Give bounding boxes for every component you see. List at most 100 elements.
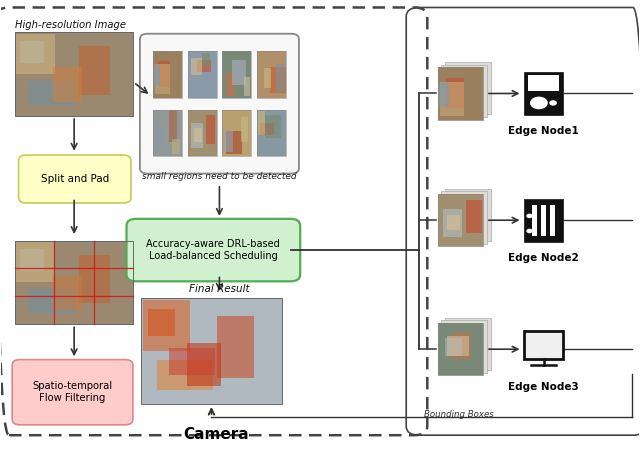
Text: High-resolution Image: High-resolution Image [15,20,125,30]
Text: Spatio-temporal
Flow Filtering: Spatio-temporal Flow Filtering [33,381,113,403]
Bar [257,110,285,156]
Bar [154,65,160,86]
Bar [15,241,133,324]
Bar [438,323,483,375]
Bar [260,123,274,135]
Bar [20,249,44,271]
FancyBboxPatch shape [19,155,131,203]
Text: Accuracy-aware DRL-based
Load-balanced Scheduling: Accuracy-aware DRL-based Load-balanced S… [147,239,280,261]
Bar [217,316,254,378]
Bar [222,51,251,98]
Bar [223,131,234,152]
Text: small regions need to be detected: small regions need to be detected [142,172,297,181]
Bar [440,82,464,116]
Bar [202,53,210,66]
Bar [17,34,56,74]
Bar [79,46,109,95]
Bar [257,51,285,98]
Bar [451,334,470,359]
Bar [222,51,251,98]
Bar [191,59,202,75]
Text: Bounding Boxes: Bounding Boxes [424,410,494,419]
Circle shape [549,100,557,106]
Bar [169,110,177,142]
Bar [447,215,460,230]
Bar [15,32,133,116]
Circle shape [526,214,532,218]
Circle shape [526,229,532,233]
Bar [442,321,487,373]
Bar [438,323,483,375]
Bar [276,64,285,92]
Bar [143,300,189,351]
Bar [244,77,250,96]
Bar [524,72,563,115]
Bar [232,60,246,85]
Bar [265,115,281,138]
Bar [438,83,449,106]
Bar [257,51,285,98]
Bar [438,323,483,375]
Bar [168,348,216,375]
FancyBboxPatch shape [127,219,300,281]
Bar [188,110,216,156]
Text: Split and Pad: Split and Pad [41,174,109,184]
Bar [157,360,212,390]
Bar [550,205,555,236]
Bar [438,194,483,246]
Bar [54,67,82,102]
Bar [15,32,133,116]
Bar [17,242,56,282]
Bar [524,199,563,242]
Bar [188,343,221,386]
Bar [20,41,44,63]
Bar [79,255,109,303]
Text: Edge Node2: Edge Node2 [508,253,579,263]
Bar [467,200,482,233]
Bar [206,115,216,144]
Bar [445,62,491,114]
Bar [188,110,216,156]
Text: Final Result: Final Result [189,284,250,294]
Bar [198,60,211,72]
Circle shape [530,97,548,109]
Bar [28,81,75,105]
Bar [438,68,483,119]
Bar [226,131,242,154]
Bar [445,79,464,108]
Bar [156,124,162,147]
Bar [193,128,202,142]
Bar [28,290,75,313]
Text: Camera: Camera [183,427,249,442]
Bar [438,68,483,119]
Bar [241,117,248,142]
Text: Edge Node1: Edge Node1 [508,126,579,136]
Bar [445,338,461,356]
Bar [154,110,182,156]
Bar [148,309,175,336]
Bar [191,123,204,148]
Bar [447,336,469,356]
Bar [438,68,483,119]
Bar [222,110,251,156]
Bar [226,74,235,96]
Bar [154,110,182,156]
Bar [257,110,285,156]
Bar [445,189,491,241]
Bar [188,51,216,98]
Bar [141,298,282,405]
Text: Edge Node3: Edge Node3 [508,382,579,392]
Bar [155,64,170,94]
Bar [442,65,487,117]
Bar [532,205,538,236]
Bar [438,194,483,246]
Bar [443,209,462,237]
Bar [438,194,483,246]
FancyBboxPatch shape [140,34,299,173]
FancyBboxPatch shape [12,360,133,425]
Bar [270,67,285,93]
Bar [524,331,563,359]
Bar [54,276,82,310]
Bar [528,75,559,91]
Bar [188,51,216,98]
